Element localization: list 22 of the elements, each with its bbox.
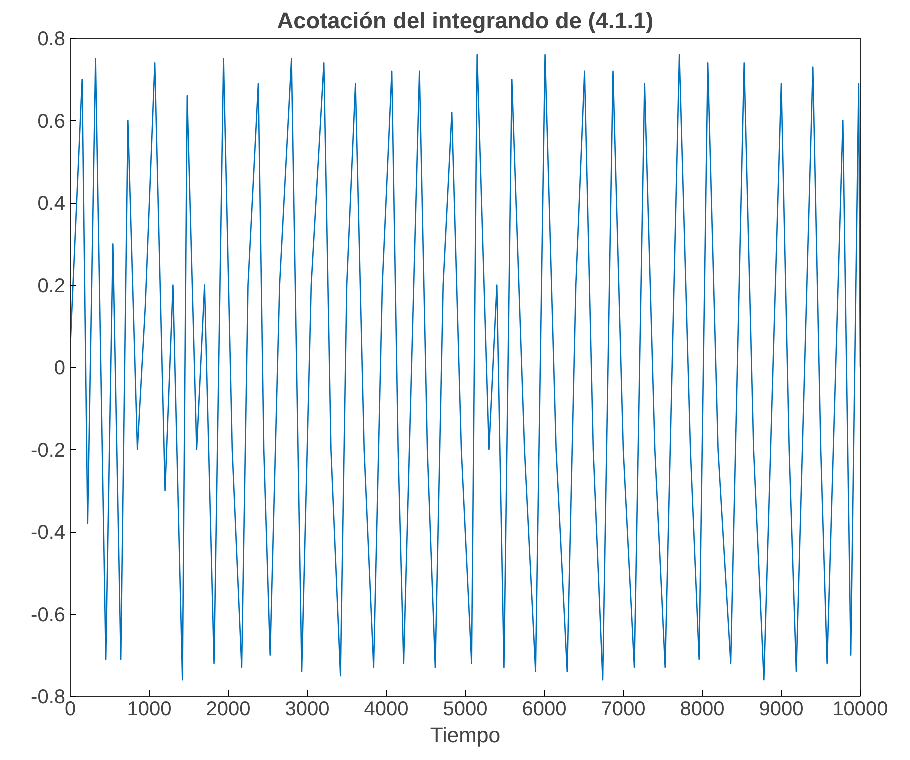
x-tick-label: 4000: [364, 698, 409, 720]
x-tick-label: 7000: [601, 698, 646, 720]
x-tick-label: 5000: [443, 698, 488, 720]
y-tick-label: 0.8: [38, 28, 66, 50]
x-tick-label: 2000: [206, 698, 251, 720]
y-tick-label: -0.4: [31, 522, 66, 544]
y-tick-label: -0.6: [31, 604, 66, 626]
x-tick-label: 8000: [680, 698, 725, 720]
y-tick-label: -0.2: [31, 440, 66, 462]
x-tick-label: 6000: [522, 698, 567, 720]
y-tick-label: 0.2: [38, 275, 66, 298]
x-tick-label: 10000: [832, 698, 888, 720]
y-tick-label: 0.4: [38, 193, 66, 215]
x-tick-label: 3000: [285, 698, 330, 720]
line-series: [70, 54, 860, 681]
chart-title: Acotación del integrando de (4.1.1): [277, 8, 654, 34]
x-axis-title: Tiempo: [430, 724, 501, 748]
y-tick-label: 0.6: [38, 110, 66, 133]
y-tick-label: -0.8: [31, 686, 66, 708]
x-tick-label: 1000: [127, 698, 172, 720]
y-tick-label: 0: [54, 358, 66, 380]
x-tick-label: 9000: [759, 698, 804, 720]
